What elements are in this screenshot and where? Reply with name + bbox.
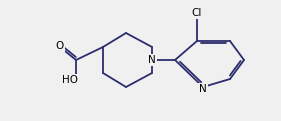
Text: N: N (148, 55, 156, 65)
Text: Cl: Cl (192, 8, 202, 18)
Text: HO: HO (62, 75, 78, 85)
Text: N: N (199, 84, 207, 94)
Text: O: O (56, 41, 64, 51)
